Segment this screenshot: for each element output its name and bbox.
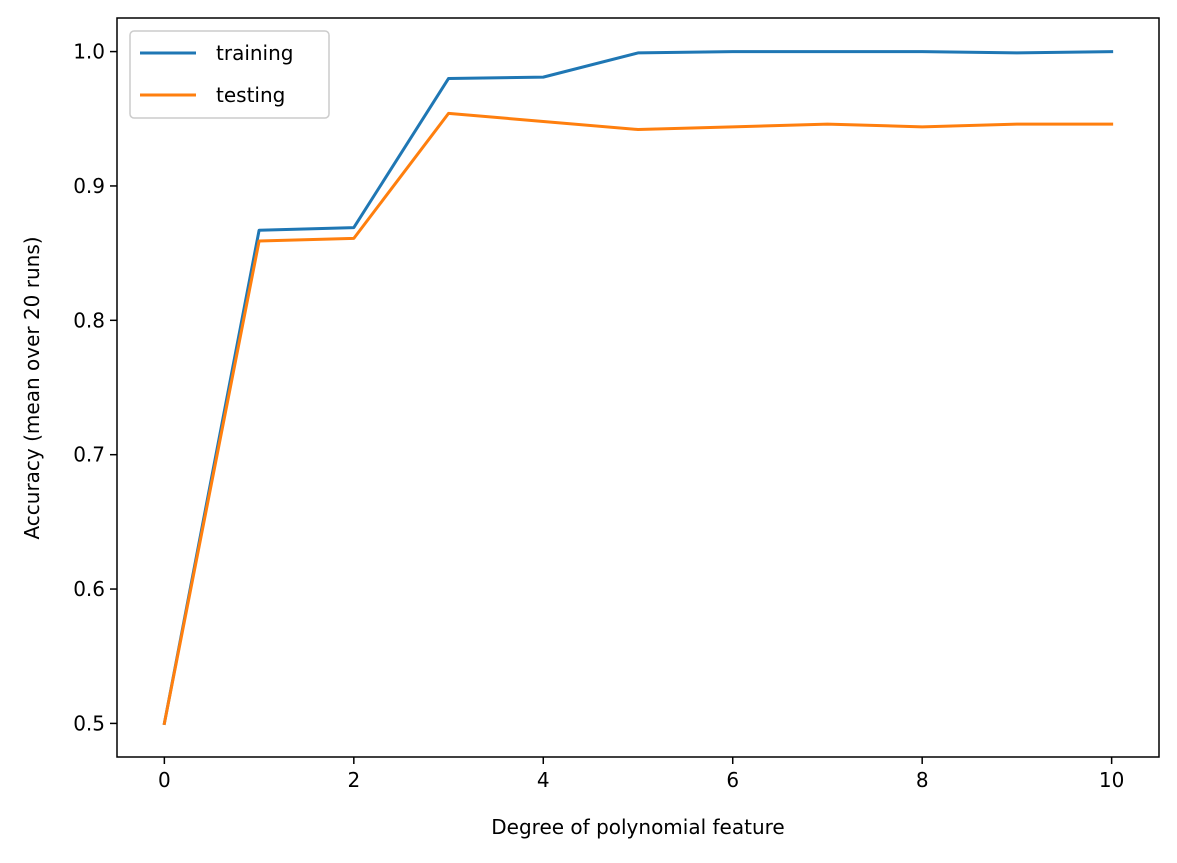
y-tick-label: 0.6 [73,577,105,601]
series-line-training [162,50,1114,726]
y-axis: 0.5 0.6 0.7 0.8 0.9 1.0 [73,40,117,735]
y-tick-label: 0.5 [73,711,105,735]
y-tick-label: 0.8 [73,308,105,332]
series-lines [162,50,1114,726]
y-tick-label: 1.0 [73,40,105,64]
x-tick-label: 2 [347,768,360,792]
y-axis-label: Accuracy (mean over 20 runs) [20,236,44,539]
legend: training testing [129,30,330,119]
x-tick-label: 8 [916,768,929,792]
x-axis-label: Degree of polynomial feature [491,815,784,839]
y-tick-label: 0.7 [73,443,105,467]
x-axis: 0 2 4 6 8 10 [158,757,1124,792]
x-tick-label: 6 [726,768,739,792]
legend-label: testing [216,83,285,107]
x-tick-label: 0 [158,768,171,792]
axes-frame [116,17,1160,758]
x-tick-label: 10 [1099,768,1124,792]
series-line-testing [162,111,1114,726]
x-tick-label: 4 [537,768,550,792]
y-tick-label: 0.9 [73,174,105,198]
legend-label: training [216,41,293,65]
